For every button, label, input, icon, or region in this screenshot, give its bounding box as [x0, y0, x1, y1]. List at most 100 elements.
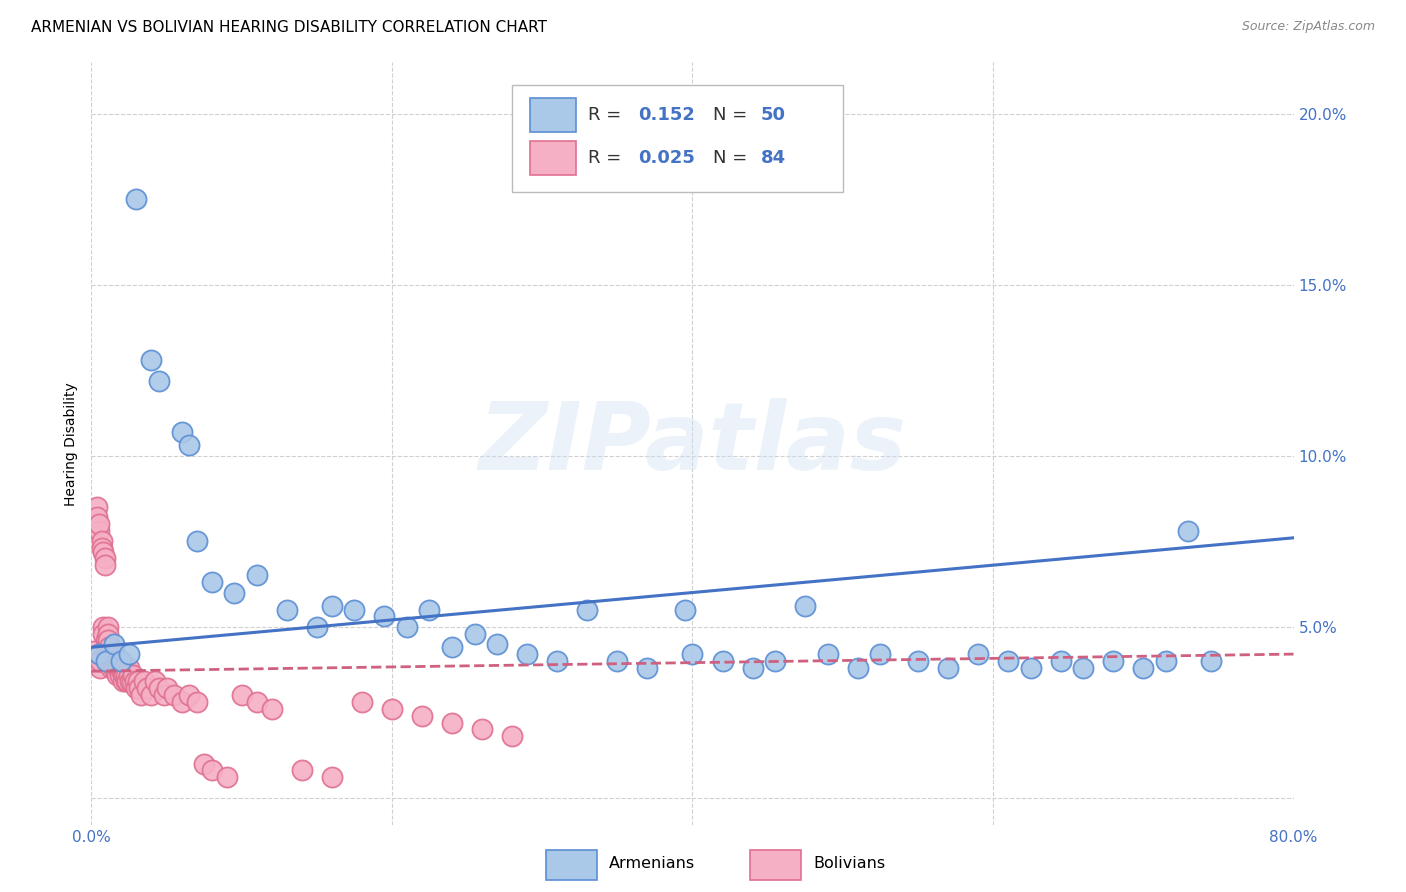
- Point: [129, 688, 152, 702]
- Point: [111, 674, 134, 689]
- Point: [100, 654, 122, 668]
- Text: ZIPatlas: ZIPatlas: [478, 398, 907, 490]
- Point: [1154, 654, 1177, 668]
- Point: [260, 702, 283, 716]
- Point: [215, 770, 238, 784]
- Point: [193, 756, 215, 771]
- FancyBboxPatch shape: [530, 141, 576, 175]
- Point: [711, 654, 734, 668]
- Point: [794, 599, 817, 614]
- Point: [108, 661, 131, 675]
- Point: [104, 654, 127, 668]
- Point: [907, 654, 929, 668]
- Point: [96, 633, 118, 648]
- Point: [418, 602, 440, 616]
- Point: [87, 524, 110, 538]
- Point: [136, 681, 159, 696]
- Point: [114, 667, 136, 681]
- Point: [186, 695, 208, 709]
- Point: [967, 647, 990, 661]
- Point: [98, 654, 121, 668]
- Point: [108, 667, 131, 681]
- Point: [110, 654, 132, 668]
- Point: [464, 626, 486, 640]
- Point: [148, 681, 170, 696]
- Point: [103, 637, 125, 651]
- Point: [103, 654, 125, 668]
- Point: [100, 661, 122, 675]
- Point: [107, 661, 129, 675]
- Point: [105, 667, 128, 681]
- Point: [471, 723, 494, 737]
- Point: [170, 425, 193, 439]
- Point: [997, 654, 1019, 668]
- Point: [201, 575, 224, 590]
- Text: N =: N =: [713, 106, 752, 124]
- Point: [143, 674, 166, 689]
- Point: [516, 647, 538, 661]
- Point: [87, 647, 110, 661]
- FancyBboxPatch shape: [530, 98, 576, 132]
- Point: [1132, 661, 1154, 675]
- Point: [224, 585, 246, 599]
- Point: [90, 541, 112, 555]
- Point: [546, 654, 568, 668]
- Point: [110, 661, 132, 675]
- Point: [1019, 661, 1042, 675]
- Point: [104, 647, 127, 661]
- Text: 50: 50: [761, 106, 786, 124]
- Point: [321, 770, 343, 784]
- Point: [141, 353, 163, 368]
- Point: [763, 654, 786, 668]
- FancyBboxPatch shape: [751, 850, 801, 880]
- Point: [1177, 524, 1199, 538]
- Point: [936, 661, 959, 675]
- Point: [132, 674, 155, 689]
- Point: [117, 674, 139, 689]
- Point: [141, 688, 163, 702]
- Point: [115, 674, 138, 689]
- Point: [177, 688, 200, 702]
- Point: [1049, 654, 1071, 668]
- Point: [93, 544, 115, 558]
- Point: [636, 661, 658, 675]
- Point: [96, 654, 118, 668]
- Point: [97, 626, 120, 640]
- Point: [817, 647, 839, 661]
- Point: [84, 654, 107, 668]
- Text: Armenians: Armenians: [609, 856, 695, 871]
- Point: [127, 674, 149, 689]
- Point: [96, 647, 118, 661]
- Point: [87, 517, 110, 532]
- Point: [120, 674, 142, 689]
- Y-axis label: Hearing Disability: Hearing Disability: [65, 382, 79, 506]
- Point: [110, 654, 132, 668]
- Point: [98, 647, 121, 661]
- Point: [231, 688, 253, 702]
- Point: [846, 661, 869, 675]
- Point: [869, 647, 891, 661]
- Text: 0.152: 0.152: [638, 106, 695, 124]
- Point: [1199, 654, 1222, 668]
- Text: R =: R =: [588, 149, 627, 167]
- Point: [501, 729, 523, 743]
- Point: [89, 654, 111, 668]
- Point: [246, 568, 269, 582]
- Point: [89, 661, 111, 675]
- Point: [86, 500, 108, 514]
- Point: [395, 620, 418, 634]
- Point: [101, 654, 124, 668]
- Point: [125, 681, 148, 696]
- Point: [486, 637, 509, 651]
- Point: [83, 643, 105, 657]
- Point: [681, 647, 703, 661]
- Point: [125, 192, 148, 206]
- Point: [246, 695, 269, 709]
- Point: [152, 688, 174, 702]
- Point: [155, 681, 177, 696]
- Text: N =: N =: [713, 149, 752, 167]
- Point: [90, 534, 112, 549]
- Text: ARMENIAN VS BOLIVIAN HEARING DISABILITY CORRELATION CHART: ARMENIAN VS BOLIVIAN HEARING DISABILITY …: [31, 20, 547, 35]
- Point: [411, 708, 433, 723]
- Point: [186, 534, 208, 549]
